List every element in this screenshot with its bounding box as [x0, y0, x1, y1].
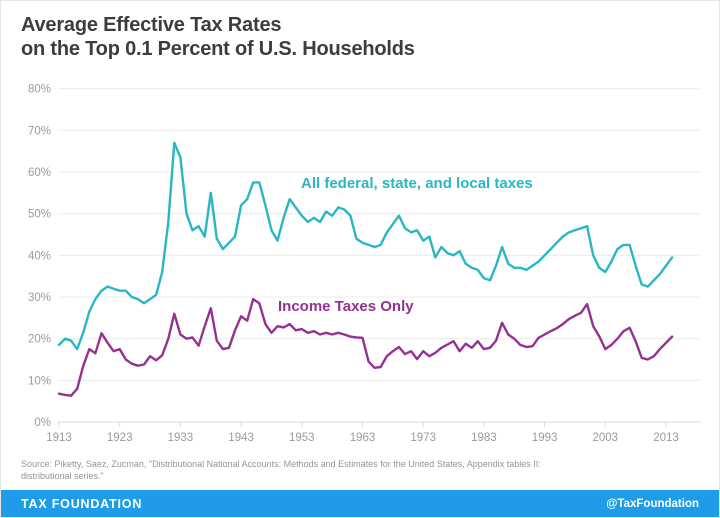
x-axis-label-1923: 1923: [107, 432, 133, 444]
y-axis-label-30: 30%: [28, 292, 51, 304]
source-line-2: distributional series.": [21, 470, 104, 481]
y-axis-label-70: 70%: [28, 125, 51, 137]
twitter-handle: @TaxFoundation: [606, 497, 699, 510]
x-axis-label-1943: 1943: [228, 432, 254, 444]
x-axis-label-2003: 2003: [593, 432, 619, 444]
y-axis-label-20: 20%: [28, 334, 51, 346]
y-axis-label-10: 10%: [28, 375, 51, 387]
y-axis-label-50: 50%: [28, 209, 51, 221]
source-note: Source: Piketty, Saez, Zucman, "Distribu…: [21, 459, 681, 482]
x-axis-label-1983: 1983: [471, 432, 497, 444]
y-axis-label-40: 40%: [28, 250, 51, 262]
line-all-taxes: [57, 141, 674, 351]
x-axis-label-1993: 1993: [532, 432, 558, 444]
x-axis-label-1963: 1963: [350, 432, 376, 444]
y-axis-label-0: 0%: [34, 417, 51, 429]
source-line-1: Source: Piketty, Saez, Zucman, "Distribu…: [21, 459, 541, 469]
series-label-income-taxes: Income Taxes Only: [278, 298, 414, 315]
y-axis-label-80: 80%: [28, 84, 51, 96]
y-axis-label-60: 60%: [28, 167, 51, 179]
x-axis-label-1933: 1933: [168, 432, 194, 444]
brand-name: TAX FOUNDATION: [21, 496, 143, 511]
title-line-2: on the Top 0.1 Percent of U.S. Household…: [21, 38, 415, 60]
title-line-1: Average Effective Tax Rates: [21, 14, 282, 36]
line-income-taxes: [57, 297, 674, 397]
footer-bar: TAX FOUNDATION @TaxFoundation: [1, 490, 719, 517]
x-axis-label-1953: 1953: [289, 432, 315, 444]
x-axis-label-2013: 2013: [653, 432, 679, 444]
series-label-all-taxes: All federal, state, and local taxes: [301, 175, 533, 192]
chart-title: Average Effective Tax Rates on the Top 0…: [21, 13, 415, 61]
x-axis-label-1913: 1913: [46, 432, 72, 444]
x-axis-label-1973: 1973: [410, 432, 436, 444]
